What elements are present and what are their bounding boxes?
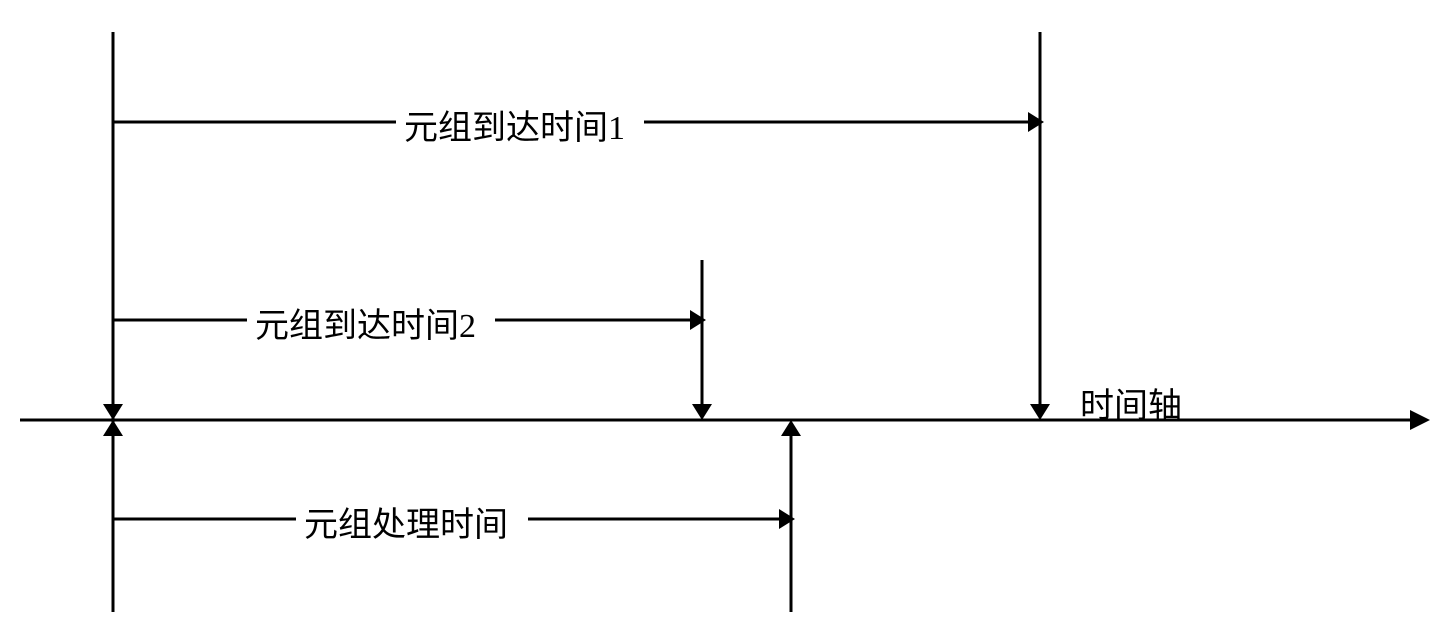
origin-up-arrow [103,420,123,436]
timing-diagram: 元组到达时间1 元组到达时间2 元组处理时间 时间轴 [0,0,1432,614]
time-axis-arrow [1410,410,1430,430]
arrival-time-1-label: 元组到达时间1 [404,100,625,149]
arrival-2-down-arrow [692,404,712,420]
arrival-1-down-arrow [1030,404,1050,420]
time-axis-label: 时间轴 [1080,378,1182,427]
processing-time-label: 元组处理时间 [304,497,508,546]
processing-up-arrow [781,420,801,436]
arrival-2-span-arrow [690,310,706,330]
arrival-time-2-label: 元组到达时间2 [255,298,476,347]
origin-down-arrow [103,404,123,420]
arrival-1-span-arrow [1028,112,1044,132]
diagram-svg [0,0,1432,614]
processing-span-arrow [779,509,795,529]
